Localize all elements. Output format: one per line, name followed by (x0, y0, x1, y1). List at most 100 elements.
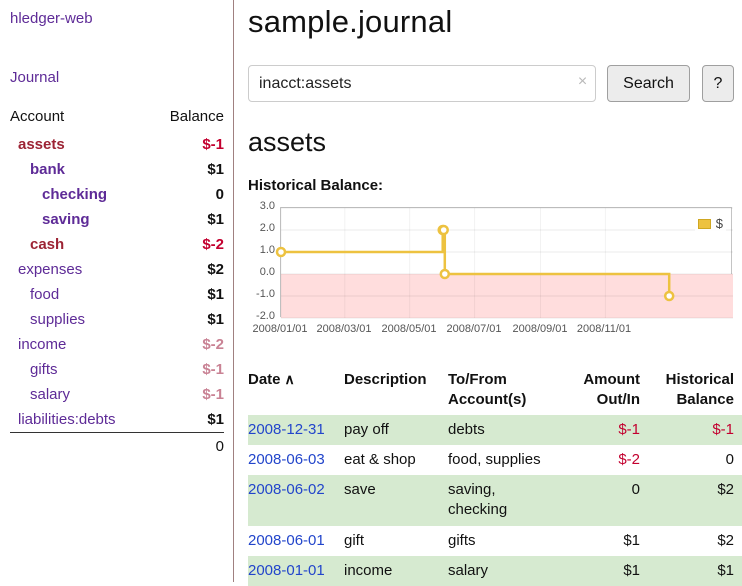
sidebar-item-journal[interactable]: Journal (10, 69, 224, 86)
register-table: Date∧ Description To/FromAccount(s) Amou… (248, 368, 742, 586)
txn-accounts: food, supplies (448, 445, 564, 475)
account-balance: $-1 (151, 357, 224, 382)
txn-balance: $-1 (648, 415, 742, 445)
account-row: gifts $-1 (10, 357, 224, 382)
search-button[interactable]: Search (607, 65, 690, 102)
accounts-total-row: 0 (10, 433, 224, 460)
txn-accounts: saving, checking (448, 475, 564, 526)
txn-date-link[interactable]: 2008-06-02 (248, 481, 325, 498)
txn-amount: $1 (564, 556, 648, 586)
x-tick-label: 2008/03/01 (313, 323, 375, 335)
register-row: 2008-01-01 income salary $1 $1 (248, 556, 742, 586)
chart-y-axis: 3.02.01.00.0-1.0-2.0 (248, 207, 275, 317)
account-balance: $1 (151, 307, 224, 332)
y-tick-label: 2.0 (260, 222, 275, 234)
data-point (277, 248, 285, 256)
account-balance: 0 (151, 182, 224, 207)
account-link-saving[interactable]: saving (42, 211, 90, 228)
txn-balance: $2 (648, 475, 742, 526)
account-balance: $1 (151, 282, 224, 307)
txn-accounts: gifts (448, 526, 564, 556)
account-link-supplies[interactable]: supplies (30, 311, 85, 328)
account-row: checking 0 (10, 182, 224, 207)
txn-description: income (344, 556, 448, 586)
legend-swatch-icon (698, 219, 711, 229)
txn-amount: $-2 (564, 445, 648, 475)
account-row: food $1 (10, 282, 224, 307)
account-link-checking[interactable]: checking (42, 186, 107, 203)
txn-amount: $-1 (564, 415, 648, 445)
balance-chart: 3.02.01.00.0-1.0-2.0 $ 2008/01/012008/03… (248, 203, 734, 349)
app-title-link[interactable]: hledger-web (10, 10, 224, 27)
account-row: saving $1 (10, 207, 224, 232)
txn-date-link[interactable]: 2008-01-01 (248, 562, 325, 579)
account-row: cash $-2 (10, 232, 224, 257)
txn-balance: $2 (648, 526, 742, 556)
account-link-gifts[interactable]: gifts (30, 361, 58, 378)
txn-amount: $1 (564, 526, 648, 556)
accounts-header-account: Account (10, 106, 151, 132)
txn-balance: 0 (648, 445, 742, 475)
register-row: 2008-12-31 pay off debts $-1 $-1 (248, 415, 742, 445)
x-tick-label: 2008/09/01 (509, 323, 571, 335)
account-balance: $-2 (151, 232, 224, 257)
account-link-income[interactable]: income (18, 336, 66, 353)
account-balance: $-1 (151, 382, 224, 407)
data-point (441, 270, 449, 278)
txn-accounts: salary (448, 556, 564, 586)
y-tick-label: 0.0 (260, 266, 275, 278)
search-input-wrap: × (248, 65, 596, 102)
accounts-header-row: Account Balance (10, 106, 224, 132)
sort-ascending-icon: ∧ (285, 371, 295, 387)
y-tick-label: -1.0 (256, 288, 275, 300)
accounts-total-value: 0 (151, 433, 224, 460)
account-row: assets $-1 (10, 132, 224, 157)
txn-description: pay off (344, 415, 448, 445)
chart-legend: $ (695, 215, 726, 232)
txn-balance: $1 (648, 556, 742, 586)
y-tick-label: -2.0 (256, 310, 275, 322)
account-row: liabilities:debts $1 (10, 407, 224, 433)
register-row: 2008-06-03 eat & shop food, supplies $-2… (248, 445, 742, 475)
search-input[interactable] (248, 65, 596, 102)
txn-description: eat & shop (344, 445, 448, 475)
col-header-description: Description (344, 368, 448, 415)
clear-search-icon[interactable]: × (578, 73, 587, 91)
account-balance: $1 (151, 407, 224, 433)
account-row: bank $1 (10, 157, 224, 182)
account-link-food[interactable]: food (30, 286, 59, 303)
txn-amount: 0 (564, 475, 648, 526)
account-balance: $-1 (151, 132, 224, 157)
account-link-bank[interactable]: bank (30, 161, 65, 178)
col-header-balance: HistoricalBalance (648, 368, 742, 415)
chart-x-axis: 2008/01/012008/03/012008/05/012008/07/01… (280, 323, 732, 339)
account-heading: assets (248, 127, 734, 158)
chart-svg (281, 208, 733, 318)
x-tick-label: 2008/07/01 (443, 323, 505, 335)
txn-date-link[interactable]: 2008-06-03 (248, 451, 325, 468)
x-tick-label: 2008/05/01 (378, 323, 440, 335)
x-tick-label: 2008/01/01 (249, 323, 311, 335)
account-link-assets[interactable]: assets (18, 136, 65, 153)
account-link-salary[interactable]: salary (30, 386, 70, 403)
search-form: × Search ? (248, 65, 734, 102)
account-balance: $1 (151, 207, 224, 232)
txn-date-link[interactable]: 2008-06-01 (248, 532, 325, 549)
account-link-liabilities-debts[interactable]: liabilities:debts (18, 411, 116, 428)
txn-date-link[interactable]: 2008-12-31 (248, 421, 325, 438)
account-balance: $2 (151, 257, 224, 282)
y-tick-label: 1.0 (260, 244, 275, 256)
account-link-cash[interactable]: cash (30, 236, 64, 253)
txn-description: save (344, 475, 448, 526)
accounts-header-balance: Balance (151, 106, 224, 132)
chart-title: Historical Balance: (248, 177, 734, 194)
account-link-expenses[interactable]: expenses (18, 261, 82, 278)
col-header-accounts: To/FromAccount(s) (448, 368, 564, 415)
accounts-table: Account Balance assets $-1 bank $1 check… (10, 106, 224, 459)
help-button[interactable]: ? (702, 65, 734, 102)
col-header-date[interactable]: Date∧ (248, 368, 344, 415)
legend-label: $ (716, 216, 723, 231)
register-row: 2008-06-01 gift gifts $1 $2 (248, 526, 742, 556)
register-header-row: Date∧ Description To/FromAccount(s) Amou… (248, 368, 742, 415)
data-point (440, 226, 448, 234)
